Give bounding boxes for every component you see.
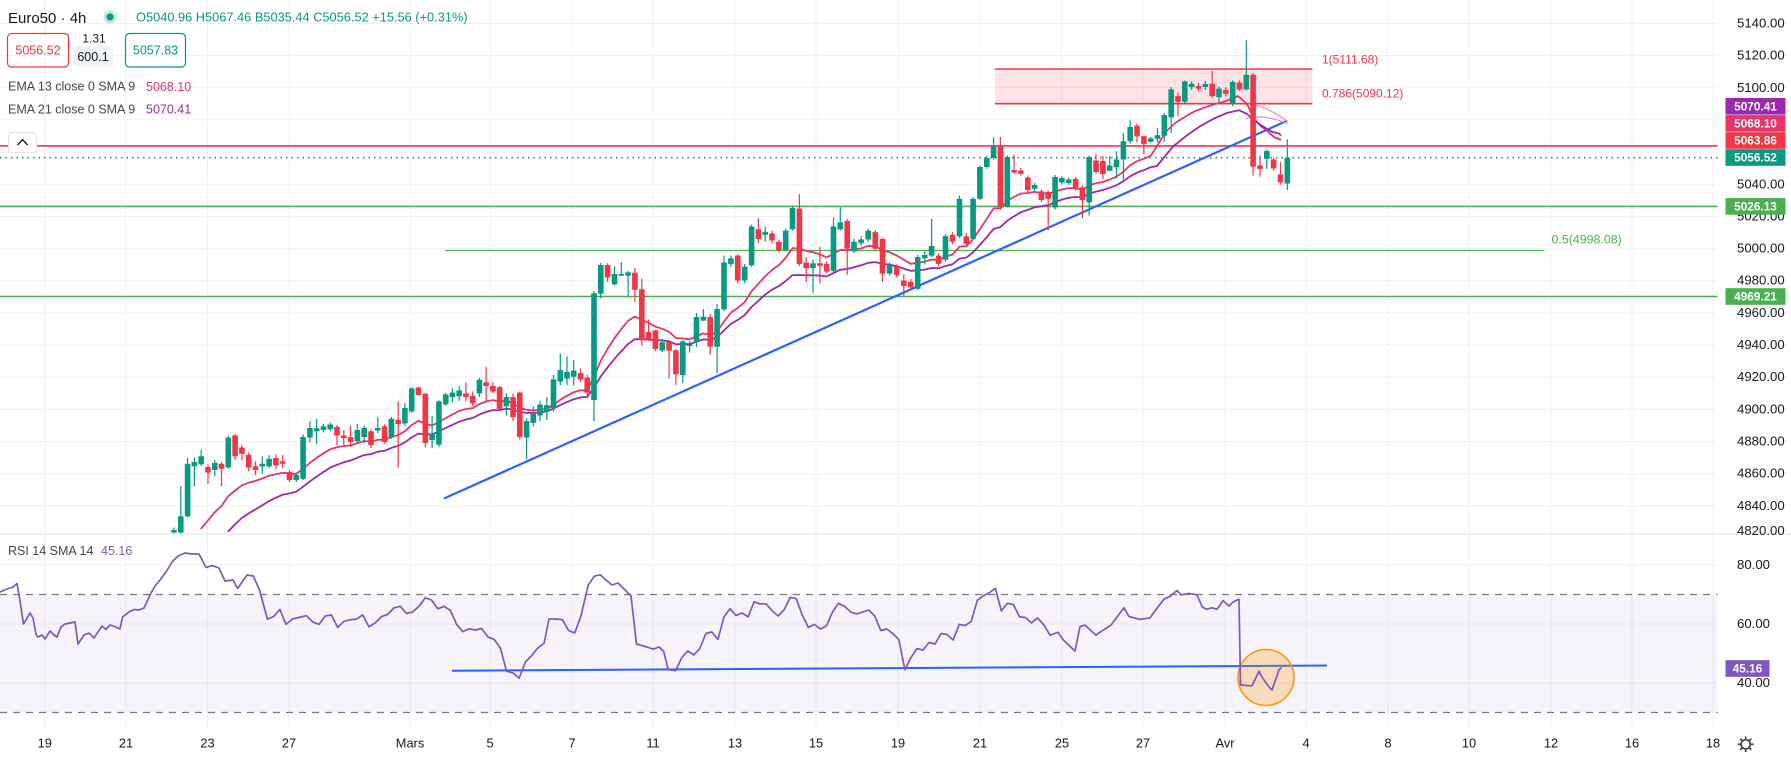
svg-text:RSI 14 SMA 14: RSI 14 SMA 14 <box>8 544 94 558</box>
svg-text:5070.41: 5070.41 <box>146 103 191 117</box>
svg-text:4980.00: 4980.00 <box>1737 273 1785 288</box>
svg-text:5056.52: 5056.52 <box>1734 151 1777 165</box>
svg-text:12: 12 <box>1544 736 1558 751</box>
svg-text:4960.00: 4960.00 <box>1737 305 1785 320</box>
svg-text:8: 8 <box>1384 736 1391 751</box>
svg-text:O5040.96 H5067.46 B5035.44 C50: O5040.96 H5067.46 B5035.44 C5056.52 +15.… <box>136 10 468 25</box>
svg-text:4860.00: 4860.00 <box>1737 466 1785 481</box>
svg-text:4920.00: 4920.00 <box>1737 369 1785 384</box>
svg-text:5100.00: 5100.00 <box>1737 80 1785 95</box>
svg-text:80.00: 80.00 <box>1737 557 1770 572</box>
svg-text:5140.00: 5140.00 <box>1737 16 1785 31</box>
svg-text:15: 15 <box>809 736 823 751</box>
svg-text:21: 21 <box>119 736 133 751</box>
svg-text:60.00: 60.00 <box>1737 616 1770 631</box>
svg-text:5056.52: 5056.52 <box>15 44 60 58</box>
svg-text:EMA 21 close 0 SMA 9: EMA 21 close 0 SMA 9 <box>8 103 135 117</box>
svg-text:25: 25 <box>1055 736 1069 751</box>
svg-text:1.31: 1.31 <box>82 32 106 46</box>
svg-text:4900.00: 4900.00 <box>1737 401 1785 416</box>
svg-text:23: 23 <box>200 736 214 751</box>
svg-text:40.00: 40.00 <box>1737 675 1770 690</box>
svg-text:19: 19 <box>38 736 52 751</box>
svg-text:EMA 13 close 0 SMA 9: EMA 13 close 0 SMA 9 <box>8 80 135 94</box>
svg-text:10: 10 <box>1462 736 1476 751</box>
svg-text:27: 27 <box>1136 736 1150 751</box>
svg-text:Mars: Mars <box>396 736 424 751</box>
svg-text:4840.00: 4840.00 <box>1737 498 1785 513</box>
svg-text:5068.10: 5068.10 <box>146 80 191 94</box>
svg-text:5026.13: 5026.13 <box>1734 200 1777 214</box>
svg-text:4969.21: 4969.21 <box>1734 290 1777 304</box>
svg-text:18: 18 <box>1706 736 1720 751</box>
svg-text:4: 4 <box>1302 736 1309 751</box>
svg-text:5057.83: 5057.83 <box>133 44 178 58</box>
svg-text:5063.86: 5063.86 <box>1734 134 1777 148</box>
svg-text:19: 19 <box>891 736 905 751</box>
svg-text:13: 13 <box>728 736 742 751</box>
svg-text:21: 21 <box>973 736 987 751</box>
svg-text:600.1: 600.1 <box>77 50 108 64</box>
svg-text:5040.00: 5040.00 <box>1737 176 1785 191</box>
svg-text:4940.00: 4940.00 <box>1737 337 1785 352</box>
svg-text:5120.00: 5120.00 <box>1737 48 1785 63</box>
svg-text:27: 27 <box>282 736 296 751</box>
svg-text:4820.00: 4820.00 <box>1737 523 1785 538</box>
svg-text:1(5111.68): 1(5111.68) <box>1322 53 1378 67</box>
svg-text:5000.00: 5000.00 <box>1737 241 1785 256</box>
svg-text:11: 11 <box>646 736 659 751</box>
svg-text:0.786(5090.12): 0.786(5090.12) <box>1322 87 1403 101</box>
svg-text:5070.41: 5070.41 <box>1734 100 1777 114</box>
svg-text:0.5(4998.08): 0.5(4998.08) <box>1552 233 1622 247</box>
svg-text:4880.00: 4880.00 <box>1737 434 1785 449</box>
svg-text:Avr: Avr <box>1216 736 1236 751</box>
svg-text:Euro50 · 4h: Euro50 · 4h <box>8 10 86 27</box>
svg-text:5068.10: 5068.10 <box>1734 117 1777 131</box>
svg-text:7: 7 <box>568 736 575 751</box>
svg-text:45.16: 45.16 <box>101 544 132 558</box>
svg-text:16: 16 <box>1625 736 1639 751</box>
svg-text:45.16: 45.16 <box>1733 662 1763 676</box>
svg-text:5: 5 <box>486 736 493 751</box>
